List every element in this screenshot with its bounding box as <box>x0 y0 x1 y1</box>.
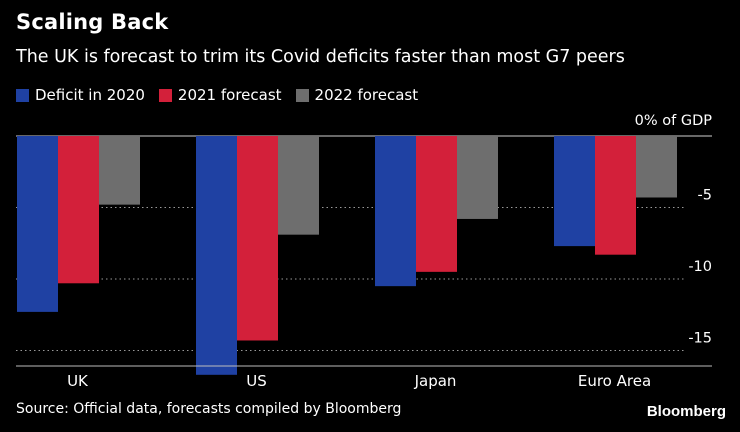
chart-subtitle: The UK is forecast to trim its Covid def… <box>16 47 625 67</box>
bar-uk-1 <box>17 136 58 312</box>
x-tick-label: Japan <box>414 372 457 390</box>
legend-swatch-2022 <box>295 88 309 102</box>
bloomberg-logo: Bloomberg <box>646 403 726 420</box>
bar-uk-3 <box>99 136 140 205</box>
legend: Deficit in 2020 2021 forecast 2022 forec… <box>16 86 432 104</box>
legend-swatch-2021 <box>158 88 172 102</box>
bar-euro-area-1 <box>554 136 595 247</box>
legend-item-2020: Deficit in 2020 <box>16 86 145 104</box>
legend-swatch-2020 <box>16 88 29 102</box>
legend-item-2022: 2022 forecast <box>295 86 419 104</box>
bar-us-1 <box>196 136 237 375</box>
bar-japan-2 <box>416 136 457 272</box>
y-tick-label: 0% of GDP <box>635 113 713 129</box>
legend-label-2021: 2021 forecast <box>177 86 282 104</box>
bar-uk-2 <box>58 136 99 284</box>
legend-label-2022: 2022 forecast <box>314 86 419 104</box>
bar-us-3 <box>278 136 319 235</box>
source-note: Source: Official data, forecasts compile… <box>16 401 402 417</box>
bar-euro-area-3 <box>636 136 677 198</box>
bar-euro-area-2 <box>595 136 636 255</box>
bar-us-2 <box>237 136 278 341</box>
y-tick-label: -5 <box>698 188 712 204</box>
chart-title: Scaling Back <box>16 10 169 34</box>
legend-item-2021: 2021 forecast <box>158 86 282 104</box>
y-tick-label: -15 <box>688 331 712 347</box>
x-tick-label: UK <box>67 372 89 390</box>
x-tick-label: Euro Area <box>578 372 651 390</box>
legend-label-2020: Deficit in 2020 <box>35 86 145 104</box>
x-tick-label: US <box>246 372 267 390</box>
bar-japan-3 <box>457 136 498 219</box>
bar-japan-1 <box>375 136 416 287</box>
y-tick-label: -10 <box>688 259 712 275</box>
